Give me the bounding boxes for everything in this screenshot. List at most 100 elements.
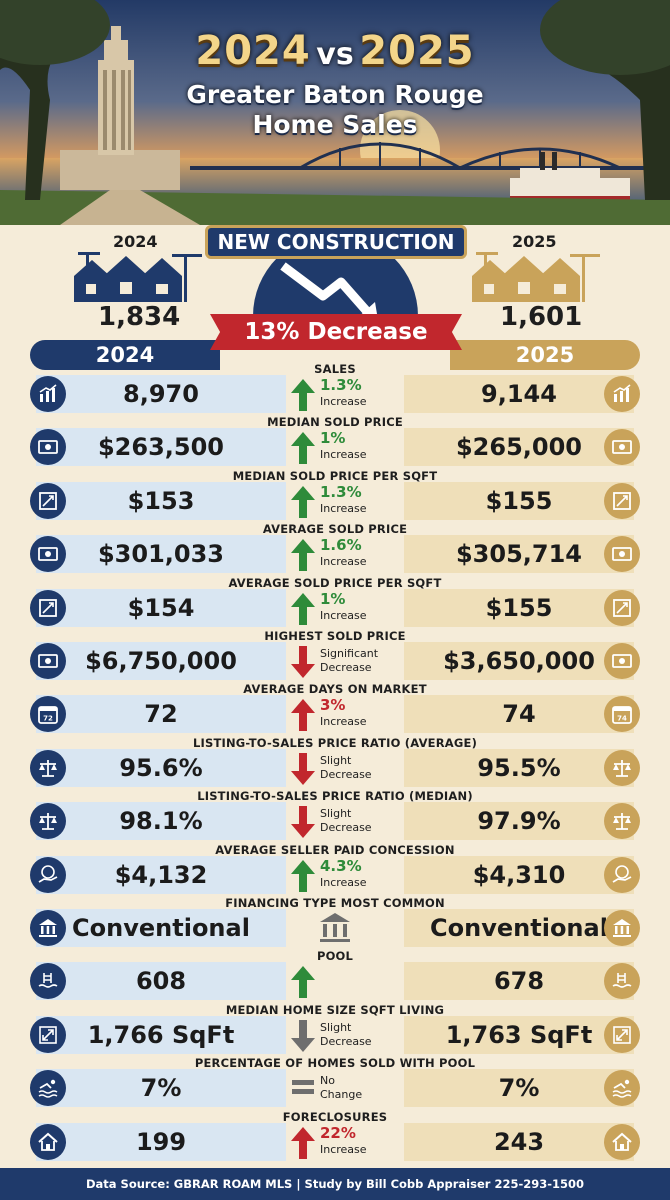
change-percent: 4.3%	[320, 856, 362, 875]
calendar-icon: 72	[30, 696, 66, 733]
stat-label: MEDIAN HOME SIZE SQFT LIVING	[225, 1002, 445, 1017]
money-icon	[30, 643, 66, 679]
change-word: Slight Decrease	[320, 1020, 372, 1048]
stat-row: MEDIAN HOME SIZE SQFT LIVING 1,766 SqFt 1,…	[0, 1003, 670, 1056]
stat-row: FINANCING TYPE MOST COMMON Conventional Co…	[0, 896, 670, 949]
arrow-up-icon	[290, 859, 316, 893]
arrow-up-icon	[290, 431, 316, 465]
stat-value-2025: 95.5%	[404, 748, 634, 787]
stat-value-2025: Conventional	[404, 909, 634, 947]
stat-label: LISTING-TO-SALES PRICE RATIO (MEDIAN)	[197, 789, 473, 804]
change-indicator: 1% Increase	[290, 429, 400, 467]
stat-value-2025: $305,714	[404, 535, 634, 574]
stat-row: PERCENTAGE OF HOMES SOLD WITH POOL 7% 7% No…	[0, 1056, 670, 1109]
new-construction-left-year: 2024	[113, 232, 158, 251]
stat-row: AVERAGE SELLER PAID CONCESSION $4,132 $4,3…	[0, 843, 670, 896]
sqft-icon	[604, 482, 640, 519]
stat-label: MEDIAN SOLD PRICE PER SQFT	[232, 468, 438, 483]
change-indicator: No Change	[290, 1070, 400, 1108]
change-word: Increase	[320, 395, 367, 408]
houses-construction-icon-right	[472, 252, 600, 302]
stat-value-2025: $265,000	[404, 428, 634, 467]
money-icon	[604, 643, 640, 679]
arrow-up-icon	[290, 378, 316, 412]
stat-row: LISTING-TO-SALES PRICE RATIO (AVERAGE) 95…	[0, 736, 670, 789]
change-indicator: Significant Decrease	[290, 643, 400, 681]
change-indicator: 22% Increase	[290, 1124, 400, 1162]
stat-row: AVERAGE DAYS ON MARKET 72 74 72 74 3% Increase	[0, 682, 670, 735]
svg-text:74: 74	[617, 715, 627, 723]
arrow-up-icon	[290, 592, 316, 626]
stat-value-2024: 98.1%	[36, 802, 286, 841]
stat-value-2025: $155	[404, 481, 634, 520]
stat-value-2025: $3,650,000	[404, 642, 634, 680]
scale-icon	[604, 803, 640, 840]
change-indicator: Slight Decrease	[290, 803, 400, 841]
new-construction-title: NEW CONSTRUCTION	[205, 225, 467, 259]
money-icon	[604, 429, 640, 466]
footer-credits: Data Source: GBRAR ROAM MLS | Study by B…	[0, 1168, 670, 1200]
hero-subtitle-line1: Greater Baton Rouge	[186, 80, 484, 109]
stat-value-2024: $4,132	[36, 855, 286, 894]
change-percent: 1%	[320, 429, 346, 448]
scale-icon	[30, 803, 66, 840]
change-indicator: 4.3% Increase	[290, 857, 400, 895]
stat-value-2024: 199	[36, 1122, 286, 1161]
change-word: Increase	[320, 875, 367, 889]
stat-value-2025: 9,144	[404, 375, 634, 413]
change-word: Increase	[320, 501, 367, 515]
change-word: Increase	[320, 608, 367, 622]
sqft-icon	[604, 589, 640, 626]
baton-rouge-skyline-illustration	[0, 0, 670, 225]
stat-value-2024: 8,970	[36, 375, 286, 413]
resize-icon	[30, 1016, 66, 1053]
bank-icon	[30, 910, 66, 946]
change-indicator: Slight Decrease	[290, 1017, 400, 1055]
change-word: Increase	[320, 1142, 367, 1156]
hero-vs: vs	[316, 37, 354, 72]
houses-construction-icon-left	[74, 252, 202, 302]
stat-value-2024: 1,766 SqFt	[36, 1015, 286, 1054]
stat-value-2025: 1,763 SqFt	[404, 1015, 634, 1054]
stat-value-2024: 95.6%	[36, 748, 286, 787]
arrow-down-icon	[290, 805, 316, 839]
new-construction-right-count: 1,601	[500, 302, 583, 332]
hero-year-a: 2024	[195, 28, 311, 74]
arrow-up-icon	[290, 965, 316, 999]
money-icon	[604, 536, 640, 573]
stat-value-2024: 72	[36, 695, 286, 734]
change-percent: 1.3%	[320, 482, 362, 501]
change-indicator: 1% Increase	[290, 590, 400, 628]
money-icon	[30, 429, 66, 466]
stat-value-2024: $154	[36, 588, 286, 627]
change-percent: 3%	[320, 696, 346, 715]
arrow-up-icon	[290, 538, 316, 572]
arrow-down-icon	[290, 752, 316, 786]
stat-value-2025: $4,310	[404, 855, 634, 894]
new-construction-right-year: 2025	[512, 232, 557, 251]
stat-value-2025: $155	[404, 588, 634, 627]
stat-value-2025: 7%	[404, 1069, 634, 1108]
change-percent: 22%	[320, 1123, 356, 1142]
stat-row: HIGHEST SOLD PRICE $6,750,000 $3,650,000 Si…	[0, 629, 670, 682]
new-construction-change-banner: 13% Decrease	[210, 314, 462, 350]
stat-row: SALES 8,970 9,144 1.3% Increase	[0, 362, 670, 415]
stat-value-2024: 7%	[36, 1069, 286, 1108]
scale-icon	[30, 749, 66, 786]
stat-row: MEDIAN SOLD PRICE $263,500 $265,000 1% Incre…	[0, 415, 670, 468]
money-icon	[30, 536, 66, 573]
stat-label: AVERAGE SELLER PAID CONCESSION	[215, 842, 455, 857]
chart-icon	[30, 376, 66, 412]
column-header-right: 2025	[450, 340, 640, 370]
svg-text:72: 72	[43, 715, 53, 723]
pool-icon	[604, 963, 640, 1000]
change-percent: 1%	[320, 589, 346, 608]
chart-icon	[604, 376, 640, 412]
new-construction-section: NEW CONSTRUCTION 2024 2025 1,834 1,601 1…	[0, 222, 670, 354]
swimmer-icon	[30, 1070, 66, 1107]
arrow-up-icon	[290, 698, 316, 732]
hero-banner: 2024 vs 2025 Greater Baton Rouge Home Sa…	[0, 0, 670, 225]
stat-value-2025: 97.9%	[404, 802, 634, 841]
stat-value-2024: Conventional	[36, 909, 286, 947]
stat-value-2024: 608	[36, 962, 286, 1001]
